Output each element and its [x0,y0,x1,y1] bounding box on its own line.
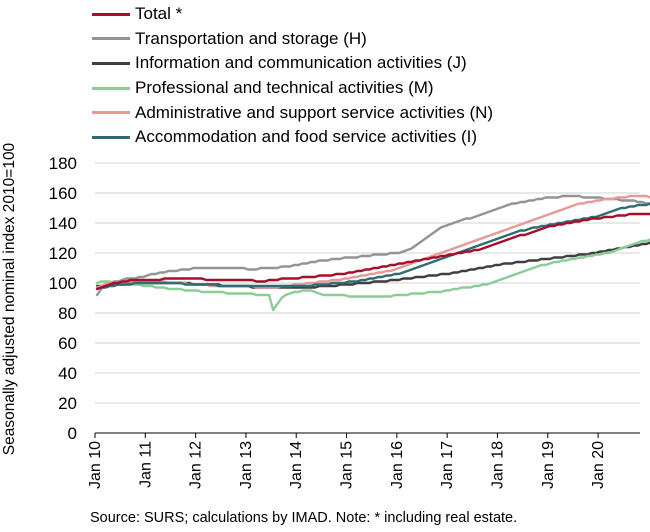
grid-lines [95,162,640,434]
x-tick-label: Jan 15 [339,441,356,489]
series-line-1 [95,212,650,291]
series-line-4 [95,238,650,312]
legend-label: Administrative and support service activ… [135,102,494,122]
y-tick-label: 20 [58,394,77,413]
x-tick-label: Jan 10 [87,441,104,489]
legend-item: Accommodation and food service activitie… [92,125,493,150]
x-tick-label: Jan 16 [389,441,406,489]
x-tick-label: Jan 12 [188,441,205,489]
legend-item: Professional and technical activities (M… [92,76,493,101]
y-tick-label: 100 [49,274,77,293]
legend-label: Information and communication activities… [135,53,467,73]
y-tick-label: 40 [58,364,77,383]
legend-label: Professional and technical activities (M… [135,78,434,98]
source-note: Source: SURS; calculations by IMAD. Note… [90,510,518,526]
legend-item: Administrative and support service activ… [92,100,493,125]
y-tick-label: 180 [49,154,77,173]
y-axis: 0 20 40 60 80 100 120 140 160 180 [49,154,77,443]
legend-swatch [92,12,130,16]
y-tick-label: 120 [49,244,77,263]
legend-label: Transportation and storage (H) [135,28,367,48]
y-tick-label: 140 [49,214,77,233]
legend-item: Transportation and storage (H) [92,27,493,52]
legend-swatch [92,37,130,41]
y-axis-title: Seasonally adjusted nominal index 2010=1… [1,142,18,456]
legend-item: Total * [92,2,493,27]
x-tick-label: Jan 13 [238,441,255,489]
legend-swatch [92,61,130,65]
series-line-6 [95,202,650,291]
x-tick-label: Jan 18 [489,441,506,489]
legend-item: Information and communication activities… [92,51,493,76]
x-tick-label: Jan 20 [590,441,607,489]
y-tick-label: 60 [58,334,77,353]
legend: Total * Transportation and storage (H) Inf… [92,2,493,150]
legend-swatch [92,86,130,90]
series-line-3 [95,241,650,289]
legend-swatch [92,135,130,139]
x-tick-label: Jan 19 [540,441,557,489]
series-line-2 [95,194,650,297]
series-lines [95,194,650,312]
legend-swatch [92,111,130,115]
x-tick-label: Jan 14 [288,441,305,489]
x-axis: Jan 10 Jan 11 Jan 12 Jan 13 Jan 14 Jan 15 Jan … [87,433,607,489]
legend-label: Total * [135,4,183,24]
y-tick-label: 0 [68,424,77,443]
x-tick-label: Jan 17 [439,441,456,489]
legend-label: Accommodation and food service activitie… [135,127,478,147]
y-tick-label: 80 [58,304,77,323]
x-tick-label: Jan 11 [137,441,154,488]
y-tick-label: 160 [49,184,77,203]
